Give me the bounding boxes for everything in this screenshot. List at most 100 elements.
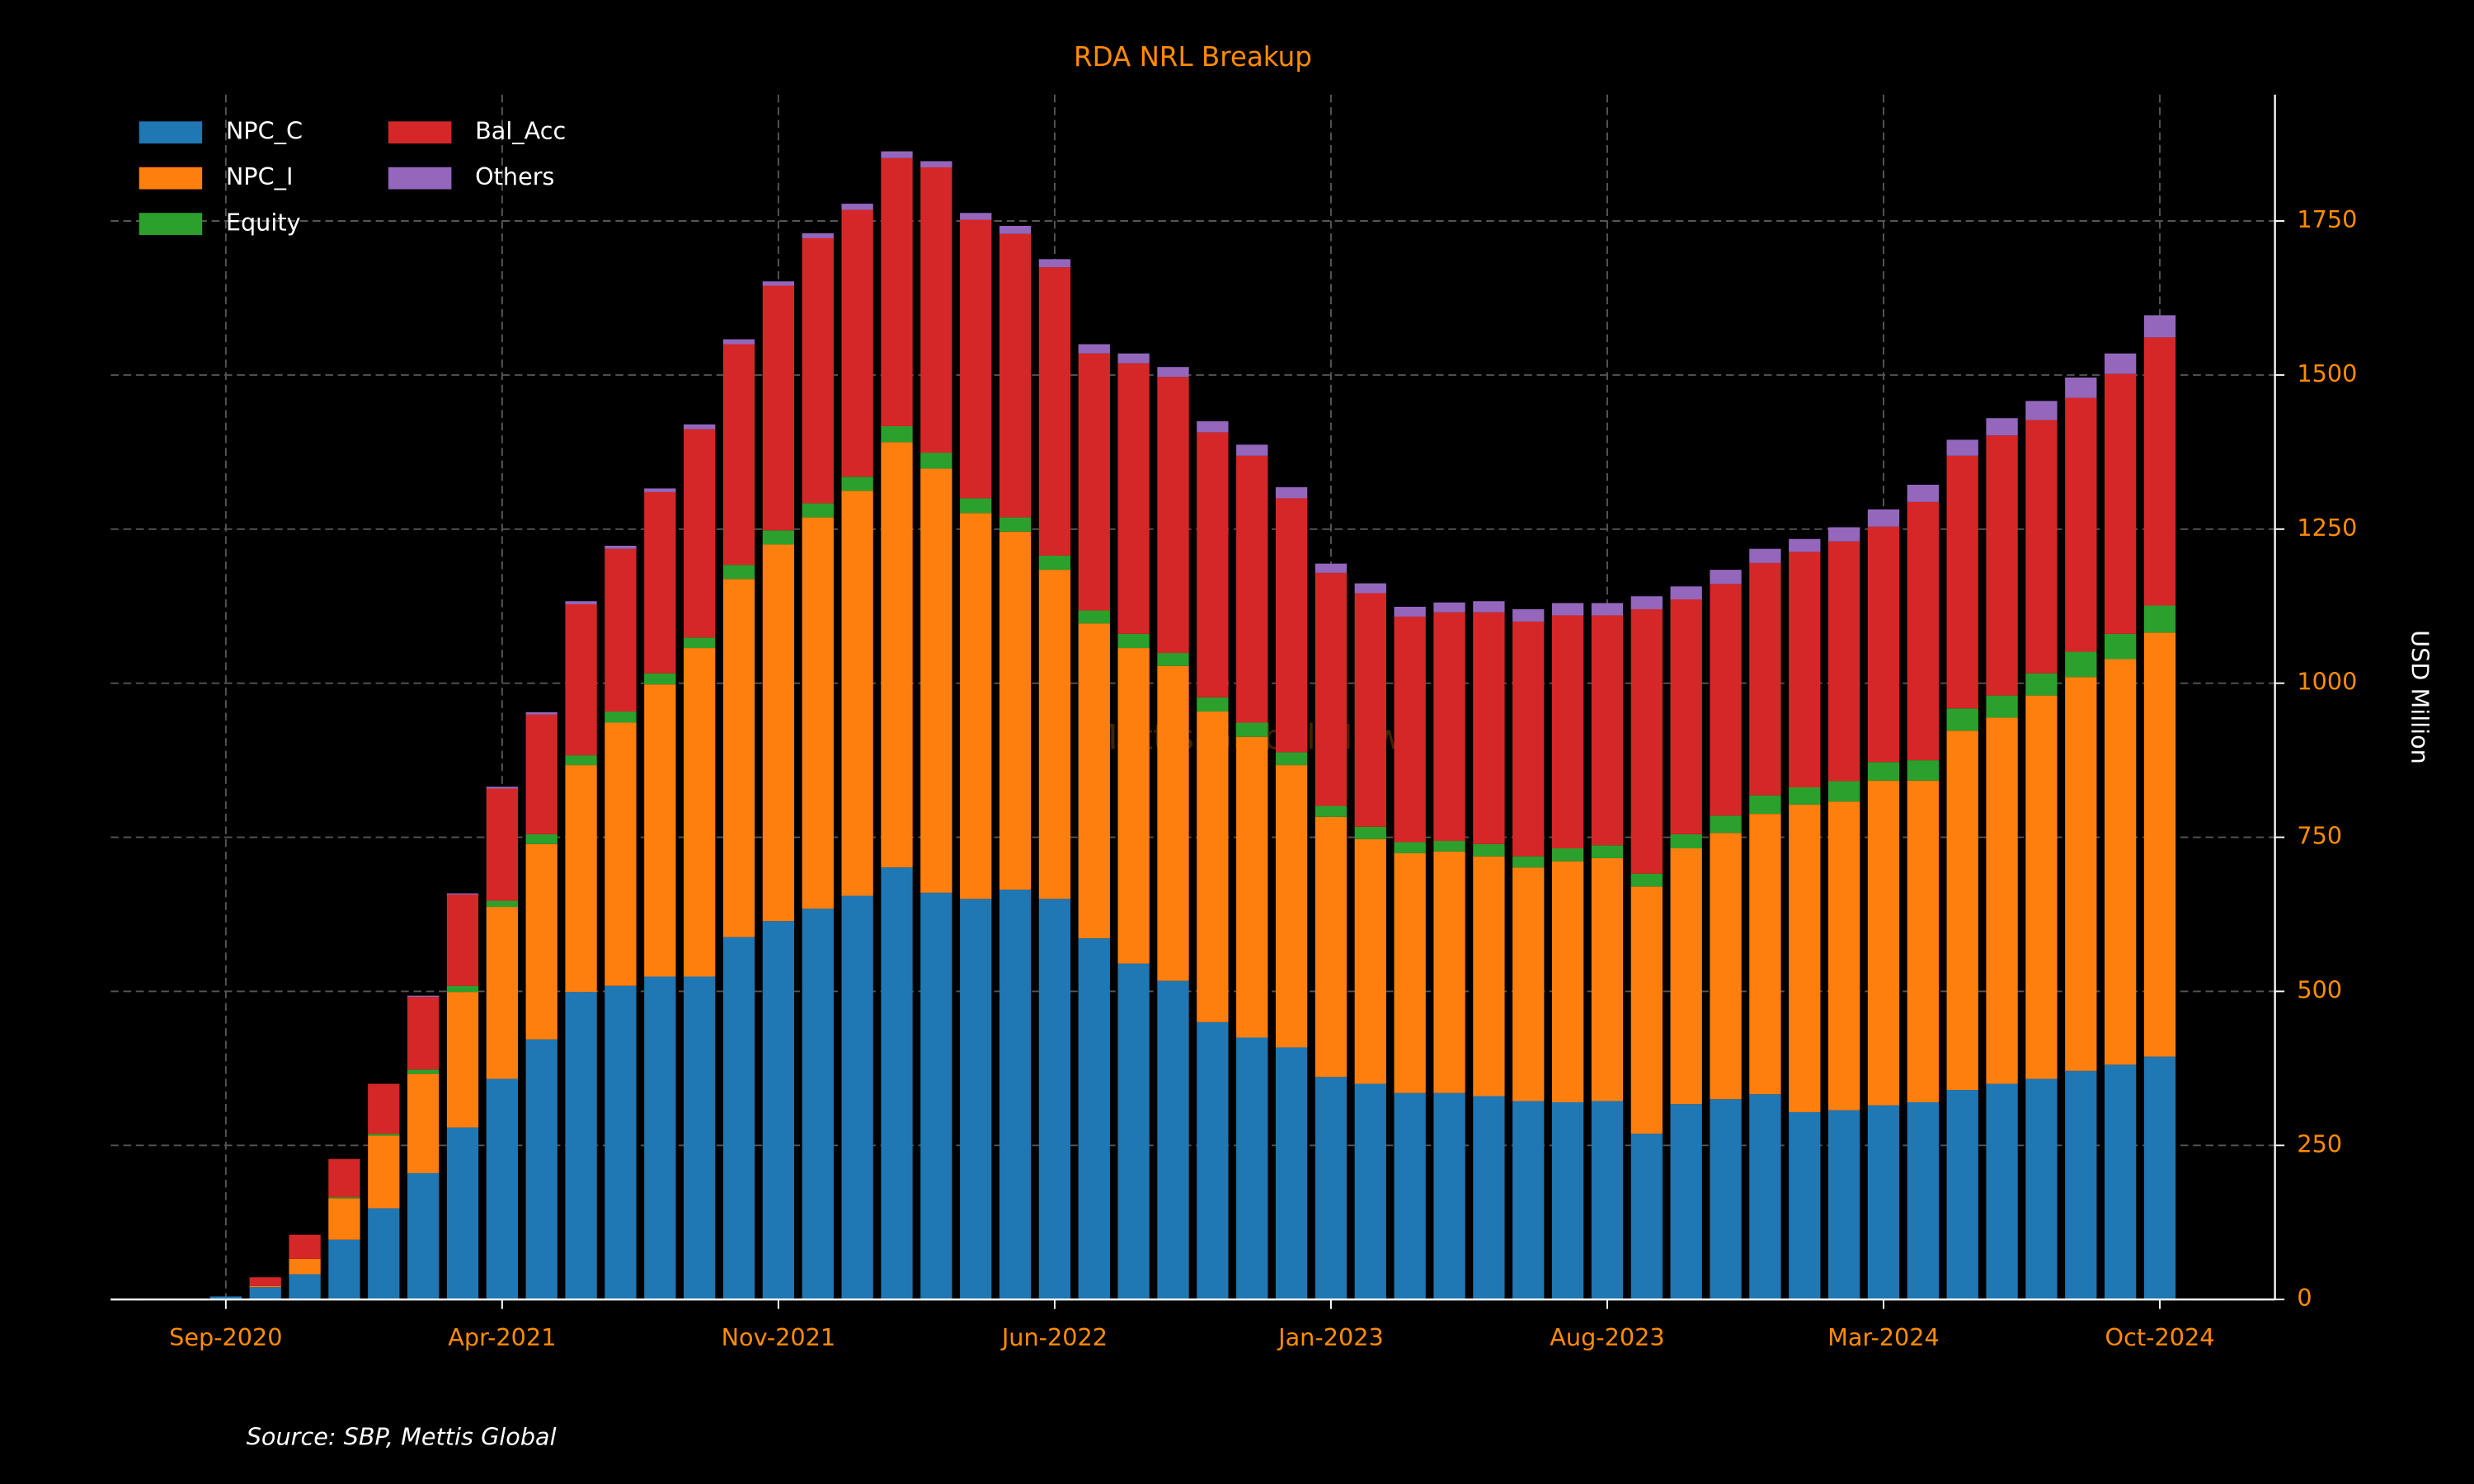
x-tick-label: Nov-2021 — [722, 1323, 836, 1351]
bar-segment — [1867, 762, 1900, 781]
bar-segment — [289, 1274, 321, 1300]
legend-label: NPC_C — [226, 117, 303, 145]
bar-segment — [407, 1073, 440, 1173]
bar-segment — [684, 429, 716, 638]
bar-segment — [486, 787, 519, 789]
bar-segment — [1078, 344, 1110, 354]
bar-segment — [999, 517, 1032, 532]
bar-segment — [1670, 599, 1702, 834]
bar-segment — [1473, 601, 1505, 613]
bar-segment — [644, 491, 676, 674]
bar-segment — [525, 711, 557, 715]
bar-segment — [1157, 367, 1189, 378]
bar-segment — [1197, 432, 1229, 697]
bar-segment — [1946, 1090, 1978, 1300]
bar-segment — [1907, 484, 1940, 502]
bar-segment — [1236, 444, 1268, 456]
bar-segment — [960, 219, 992, 499]
bar-segment — [1710, 570, 1742, 585]
bar-segment — [2025, 1078, 2058, 1300]
bar-segment — [841, 209, 873, 477]
bar-segment — [2105, 373, 2137, 634]
bar-segment — [881, 867, 913, 1300]
bar-segment — [1117, 633, 1150, 649]
bar-segment — [960, 498, 992, 514]
bar-segment — [722, 579, 755, 937]
bar-segment — [1512, 1101, 1545, 1300]
bar-segment — [1197, 711, 1229, 1022]
bar-segment — [1630, 873, 1663, 887]
bar-segment — [1236, 455, 1268, 723]
bar-segment — [486, 907, 519, 1079]
bar-segment — [446, 985, 479, 993]
bar-segment — [525, 834, 557, 844]
bar-segment — [1433, 851, 1465, 1093]
bar-segment — [841, 491, 873, 896]
bar-segment — [249, 1287, 281, 1300]
x-tick-label: Aug-2023 — [1550, 1323, 1664, 1351]
bar-segment — [1236, 1037, 1268, 1300]
bar-segment — [841, 477, 873, 491]
bar-segment — [604, 548, 637, 712]
bar-segment — [446, 893, 479, 895]
bar-segment — [1038, 259, 1071, 268]
bar-segment — [1749, 1094, 1781, 1300]
y-tick-label: 1250 — [2297, 514, 2357, 542]
bar-segment — [525, 714, 557, 834]
bar-segment — [1275, 765, 1308, 1048]
bar-segment — [1354, 593, 1386, 827]
bar-segment — [328, 1197, 360, 1199]
bar-segment — [920, 453, 952, 469]
bar-segment — [1078, 623, 1110, 939]
bar-segment — [1710, 1099, 1742, 1300]
bar-segment — [1986, 717, 2018, 1084]
bar-segment — [565, 755, 597, 766]
bar-segment — [1986, 435, 2018, 696]
bar-segment — [644, 684, 676, 977]
bar-segment — [368, 1083, 400, 1134]
bar-segment — [1512, 856, 1545, 868]
y-tick-label: 0 — [2297, 1284, 2312, 1312]
bar-segment — [209, 1296, 242, 1300]
bar-segment — [1157, 980, 1189, 1300]
bar-segment — [1710, 833, 1742, 1100]
bar-segment — [604, 711, 637, 723]
bar-segment — [1630, 608, 1663, 874]
bar-segment — [565, 601, 597, 604]
bar-segment — [1038, 555, 1071, 571]
bar-segment — [1630, 886, 1663, 1134]
bar-segment — [1827, 781, 1860, 802]
bar-segment — [1710, 815, 1742, 834]
legend-label: Others — [475, 162, 554, 190]
bar-segment — [1986, 695, 2018, 718]
source-note: Source: SBP, Mettis Global — [247, 1423, 557, 1451]
bar-segment — [1512, 867, 1545, 1101]
bar-segment — [644, 673, 676, 685]
bar-segment — [920, 167, 952, 453]
bar-segment — [920, 892, 952, 1300]
bar-segment — [328, 1198, 360, 1240]
bar-segment — [1789, 552, 1821, 787]
bar-segment — [1394, 606, 1426, 617]
bar-segment — [2025, 673, 2058, 696]
bar-segment — [446, 992, 479, 1128]
bar-segment — [1789, 538, 1821, 552]
bar-segment — [565, 765, 597, 993]
bar-segment — [1907, 1101, 1940, 1300]
bar-segment — [1473, 843, 1505, 857]
bar-segment — [1315, 563, 1348, 573]
bar-segment — [1315, 805, 1348, 817]
bar-segment — [1946, 708, 1978, 731]
bar-segment — [2143, 605, 2176, 633]
bar-segment — [960, 513, 992, 899]
bar-segment — [1157, 665, 1189, 981]
legend-swatch — [388, 121, 452, 144]
bar-segment — [1630, 596, 1663, 609]
legend-label: Equity — [226, 209, 301, 237]
bar-segment — [1986, 1083, 2018, 1300]
bar-segment — [2105, 633, 2137, 660]
bar-segment — [1670, 834, 1702, 849]
bar-segment — [722, 565, 755, 580]
bar-segment — [1197, 420, 1229, 433]
